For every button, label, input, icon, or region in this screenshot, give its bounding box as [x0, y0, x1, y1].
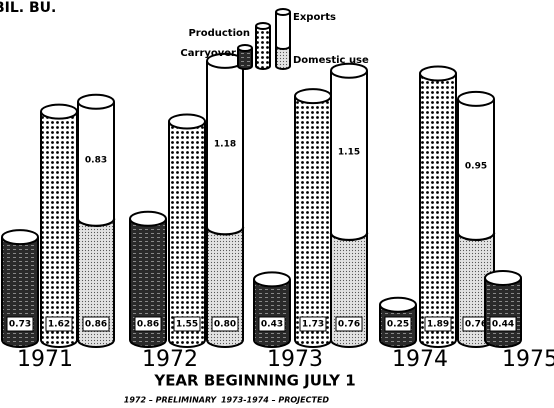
- value-label: 0.86: [137, 320, 159, 330]
- chart: BIL. BU. YEAR BEGINNING JULY 1 1972 – PR…: [0, 0, 554, 408]
- legend-label: Domestic use: [293, 55, 369, 66]
- value-label: 0.25: [387, 320, 409, 330]
- cylinder-production: [295, 89, 331, 347]
- value-label: 0.83: [85, 156, 107, 166]
- value-label: 0.86: [85, 320, 107, 330]
- value-label: 0.43: [261, 320, 283, 330]
- value-label: 0.76: [465, 320, 487, 330]
- x-tick-label: 1974: [392, 347, 448, 372]
- value-label: 1.18: [214, 140, 236, 150]
- cylinder-production: [169, 114, 205, 347]
- value-label: 1.89: [427, 320, 449, 330]
- value-label: 1.15: [338, 147, 360, 157]
- value-label: 0.80: [214, 320, 236, 330]
- x-axis-label: YEAR BEGINNING JULY 1: [153, 372, 355, 390]
- x-tick-label: 1975: [502, 347, 554, 372]
- note: 1973-1974 – PROJECTED: [221, 396, 329, 405]
- x-tick-label: 1971: [17, 347, 73, 372]
- value-label: 1.73: [302, 320, 324, 330]
- legend-label: Carryover: [180, 48, 236, 59]
- value-label: 1.62: [48, 320, 70, 330]
- note: 1972 – PRELIMINARY: [124, 396, 218, 405]
- chart-title: BIL. BU.: [0, 0, 56, 16]
- legend-label: Production: [188, 28, 250, 39]
- value-label: 0.44: [492, 320, 514, 330]
- value-label: 0.73: [9, 320, 31, 330]
- x-tick-label: 1973: [267, 347, 323, 372]
- x-tick-label: 1972: [142, 347, 198, 372]
- legend-swatch: [276, 9, 290, 49]
- cylinder-carryover: [485, 271, 521, 347]
- legend-swatch: [256, 23, 270, 69]
- cylinder-production: [41, 105, 77, 347]
- value-label: 1.55: [176, 320, 198, 330]
- cylinder-production: [420, 67, 456, 347]
- cylinder-carryover: [254, 272, 290, 347]
- value-label: 0.95: [465, 161, 487, 171]
- legend-label: Exports: [293, 12, 336, 23]
- value-label: 0.76: [338, 320, 360, 330]
- legend-swatch: [238, 45, 252, 69]
